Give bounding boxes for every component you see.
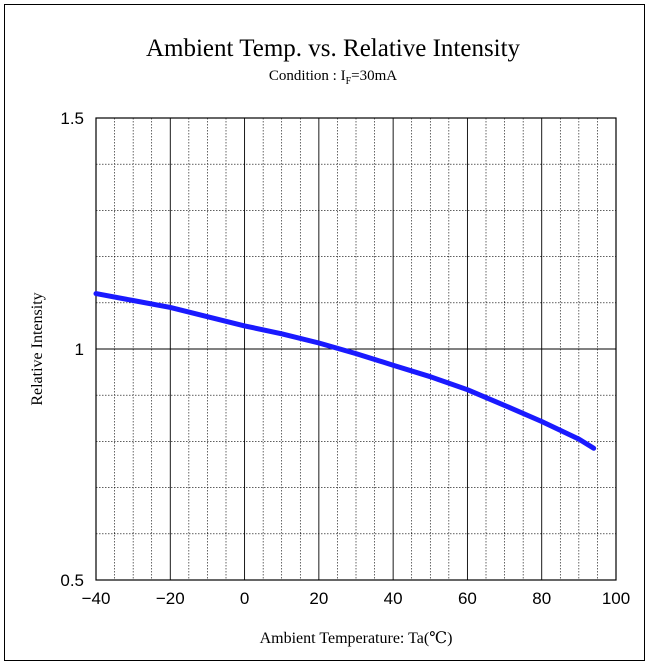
x-tick-label: 20 [309,589,328,608]
y-axis-label: Relative Intensity [29,292,46,405]
tick-labels: −40 −20 0 20 40 60 80 100 0.5 1 1.5 [60,109,630,608]
series-line [93,291,597,451]
y-tick-label: 1 [75,340,84,359]
chart-frame [4,4,645,661]
subtitle-suffix: =30mA [351,68,397,84]
x-tick-label: 0 [240,589,249,608]
x-tick-label: 80 [532,589,551,608]
chart-title: Ambient Temp. vs. Relative Intensity [146,35,521,62]
chart-subtitle: Condition : IF=30mA [269,68,397,87]
x-tick-label: 60 [458,589,477,608]
grid [96,118,616,580]
subtitle-subscript: F [346,76,352,87]
x-tick-label: 40 [384,589,403,608]
plot-area [95,117,617,581]
subtitle-prefix: Condition : I [269,68,346,84]
x-tick-label: 100 [602,589,630,608]
x-tick-label: −20 [156,589,185,608]
y-tick-label: 0.5 [60,571,84,590]
y-tick-label: 1.5 [60,109,84,128]
x-axis-label: Ambient Temperature: Ta(℃) [260,630,453,647]
x-tick-label: −40 [82,589,111,608]
